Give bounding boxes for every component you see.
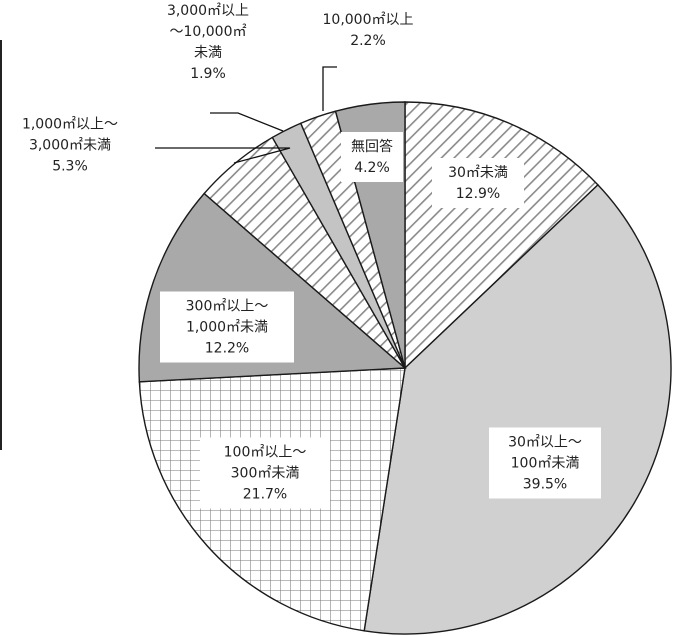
pie-slice-2: [363, 183, 672, 635]
slice-label-1: 30㎡未満 12.9%: [432, 158, 524, 208]
label-background: [160, 291, 294, 363]
slice-category-label: 未満: [194, 45, 222, 61]
slice-percent-label: 12.2%: [205, 341, 249, 357]
leader-lines: [155, 66, 337, 164]
slice-category-label: 300㎡未満: [231, 466, 300, 482]
slice-category-label: 10,000㎡以上: [323, 12, 414, 28]
slice-labels: 30㎡未満 12.9% 30㎡以上～ 100㎡未満 39.5% 100㎡以上～ 300㎡未満…: [22, 3, 601, 509]
slice-percent-label: 4.2%: [354, 160, 390, 176]
slice-label-3: 100㎡以上～ 300㎡未満 21.7%: [200, 437, 330, 509]
pie-slices: [138, 101, 672, 635]
slice-percent-label: 1.9%: [190, 66, 226, 82]
slice-label-8: 無回答 4.2%: [341, 132, 403, 182]
slice-category-label: 30㎡以上～: [508, 435, 582, 451]
left-border-line: [0, 40, 2, 450]
slice-percent-label: 39.5%: [523, 477, 567, 493]
slice-category-label: 1,000㎡未満: [186, 320, 268, 336]
slice-category-label: 30㎡未満: [448, 165, 508, 181]
slice-category-label: 100㎡以上～: [224, 445, 307, 461]
label-background: [341, 132, 403, 182]
slice-label-7: 10,000㎡以上 2.2%: [323, 12, 414, 49]
slice-percent-label: 21.7%: [243, 487, 287, 503]
leader-line-7: [322, 66, 337, 111]
slice-category-label: 3,000㎡以上: [167, 3, 249, 19]
leader-line-6: [210, 112, 284, 132]
slice-category-label: 300㎡以上～: [186, 299, 269, 315]
label-background: [200, 437, 330, 509]
slice-label-6: 3,000㎡以上 ～10,000㎡未満 1.9%: [167, 3, 249, 82]
slice-percent-label: 12.9%: [456, 186, 500, 202]
label-background: [432, 158, 524, 208]
slice-category-label: 1,000㎡以上～: [22, 117, 118, 133]
slice-category-label: 100㎡未満: [511, 456, 580, 472]
slice-category-label: ～10,000㎡: [170, 24, 247, 40]
slice-category-label: 3,000㎡未満: [29, 138, 111, 154]
slice-label-4: 300㎡以上～ 1,000㎡未満 12.2%: [160, 291, 294, 363]
label-background: [489, 427, 601, 499]
leader-line-5: [155, 147, 291, 164]
slice-category-label: 無回答: [351, 138, 393, 155]
slice-label-5: 1,000㎡以上～ 3,000㎡未満 5.3%: [22, 117, 118, 175]
slice-label-2: 30㎡以上～ 100㎡未満 39.5%: [489, 427, 601, 499]
slice-percent-label: 5.3%: [52, 159, 88, 175]
slice-percent-label: 2.2%: [350, 33, 386, 49]
